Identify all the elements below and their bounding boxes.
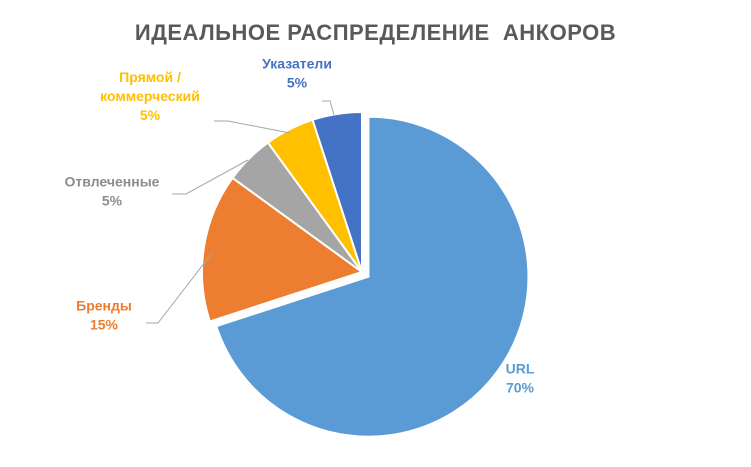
slice-percent: 5%	[287, 75, 308, 91]
slice-label-2: Бренды 15%	[76, 298, 132, 333]
pie-slice-1	[215, 115, 530, 438]
slice-name: URL	[506, 361, 535, 377]
pie-slice-5	[311, 110, 363, 273]
slice-name: Указатели	[262, 56, 332, 72]
leader-line-3	[172, 159, 249, 195]
leader-line-4	[214, 120, 291, 134]
slice-name: коммерческий	[100, 88, 200, 104]
slice-percent: 70%	[506, 380, 535, 396]
leader-line-2	[146, 252, 213, 324]
slice-name: Прямой /	[119, 69, 181, 85]
slice-percent: 15%	[90, 317, 119, 333]
slice-percent: 5%	[102, 193, 123, 209]
slice-name: Бренды	[76, 298, 132, 314]
leader-line-5	[322, 100, 335, 116]
slice-label-4: Прямой / коммерческий 5%	[100, 69, 200, 123]
slice-percent: 5%	[140, 107, 161, 123]
pie-slice-2	[201, 176, 365, 323]
slice-label-1: URL 70%	[506, 361, 535, 396]
slice-name: Отвлеченные	[65, 174, 160, 190]
slice-label-3: Отвлеченные 5%	[65, 174, 160, 209]
slice-label-5: Указатели 5%	[262, 56, 332, 91]
chart-title: ИДЕАЛЬНОЕ РАСПРЕДЕЛЕНИЕ АНКОРОВ	[134, 20, 617, 45]
